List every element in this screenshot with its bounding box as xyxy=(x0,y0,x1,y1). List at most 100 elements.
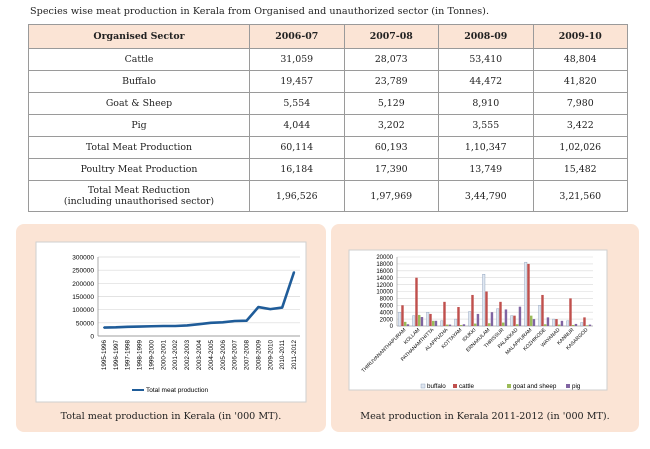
table-cell: 41,820 xyxy=(532,70,628,93)
bar-cattle xyxy=(583,317,586,326)
bar-goat-and-sheep xyxy=(474,323,477,326)
bar-cattle xyxy=(443,301,446,326)
data-point xyxy=(233,320,236,322)
bar-cattle xyxy=(457,307,460,326)
y-tick-label: 18000 xyxy=(376,262,393,268)
bar-goat-and-sheep xyxy=(516,324,519,326)
bar-pig xyxy=(546,317,550,326)
table-cell: 16,184 xyxy=(249,158,345,181)
bar-cattle xyxy=(555,319,558,326)
x-tick-label: 1996-1997 xyxy=(113,340,120,371)
bar-buffalo xyxy=(538,305,542,327)
table-cell: 1,10,347 xyxy=(438,136,534,159)
y-tick-label: 50000 xyxy=(76,320,94,327)
x-tick-label: 1998-1999 xyxy=(137,340,144,371)
bar-pig xyxy=(490,312,494,326)
bar-buffalo xyxy=(454,318,458,327)
bar-goat-and-sheep xyxy=(572,324,575,326)
bar-cattle xyxy=(541,294,544,326)
bar-pig xyxy=(476,313,480,326)
legend-swatch xyxy=(453,384,457,388)
meat-production-table: Organised Sector 2006-07 2007-08 2008-09… xyxy=(28,24,628,212)
table-cell: 44,472 xyxy=(438,70,534,93)
table-cell: 1,02,026 xyxy=(532,136,628,159)
bar-buffalo xyxy=(566,320,570,327)
bar-goat-and-sheep xyxy=(418,314,421,326)
y-tick-label: 100000 xyxy=(72,307,94,314)
district-production-bar-chart: 0200040006000800010000120001400016000180… xyxy=(348,249,608,391)
row-label-line: Total Meat Reduction xyxy=(87,185,191,196)
table-cell: 53,410 xyxy=(438,48,534,71)
y-tick-label: 14000 xyxy=(376,276,393,282)
bar-goat-and-sheep xyxy=(558,324,561,326)
bar-goat-and-sheep xyxy=(488,323,491,326)
table-cell: 5,129 xyxy=(343,92,439,115)
bar-pig xyxy=(462,324,466,326)
bar-cattle xyxy=(499,301,502,326)
table-cell: 4,044 xyxy=(249,114,345,137)
legend-swatch xyxy=(566,384,570,388)
table-cell: 3,202 xyxy=(343,114,439,137)
table-row: Buffalo 19,457 23,789 44,472 41,820 xyxy=(28,70,628,93)
x-tick-label: 2001-2002 xyxy=(172,340,179,371)
row-label: Total Meat Reduction (including unauthori… xyxy=(28,180,250,212)
table-cell: 60,114 xyxy=(249,136,345,159)
data-point xyxy=(198,323,200,326)
bar-buffalo xyxy=(482,274,486,327)
bar-buffalo xyxy=(496,308,500,327)
data-point xyxy=(257,306,260,308)
data-point xyxy=(150,325,153,328)
x-tick-label: 1995-1996 xyxy=(101,340,108,371)
data-point xyxy=(174,325,177,327)
data-point xyxy=(293,271,295,273)
bar-goat-and-sheep xyxy=(432,320,435,326)
table-row: Poultry Meat Production 16,184 17,390 13… xyxy=(28,158,628,181)
y-tick-label: 20000 xyxy=(376,255,393,261)
bar-pig xyxy=(406,324,410,326)
x-tick-label: 2010-2011 xyxy=(279,340,286,370)
x-tick-label: 2002-2003 xyxy=(184,340,191,371)
bar-pig xyxy=(420,317,424,326)
bar-pig xyxy=(560,320,564,326)
bar-cattle xyxy=(471,294,474,326)
legend-label: goat and sheep xyxy=(513,383,557,390)
x-tick-label: 2003-2004 xyxy=(196,340,203,371)
table-row: Total Meat Reduction (including unauthori… xyxy=(28,180,628,212)
bar-goat-and-sheep xyxy=(544,324,547,326)
y-tick-label: 150000 xyxy=(72,294,94,301)
y-tick-label: 10000 xyxy=(376,290,393,296)
table-cell: 1,97,969 xyxy=(343,180,439,212)
table-row: Pig 4,044 3,202 3,555 3,422 xyxy=(28,114,628,137)
bar-chart-panel: 0 2000 4000 6000 8000 10000 12000 14000 16000 180… xyxy=(331,224,639,432)
legend-swatch xyxy=(507,384,511,388)
bar-cattle xyxy=(569,298,572,326)
bar-buffalo xyxy=(580,322,584,327)
data-point xyxy=(245,319,248,322)
bar-pig xyxy=(434,320,438,326)
column-header: Organised Sector xyxy=(28,24,250,49)
column-header: 2006-07 xyxy=(249,24,345,49)
bar-pig xyxy=(532,319,536,326)
table-cell: 17,390 xyxy=(343,158,439,181)
table-cell: 5,554 xyxy=(249,92,345,115)
table-cell: 23,789 xyxy=(343,70,439,93)
bar-chart-caption: Meat production in Kerala 2011-2012 (in … xyxy=(360,411,610,422)
bar-buffalo xyxy=(398,311,402,327)
legend-label: cattle xyxy=(459,383,475,390)
bar-buffalo xyxy=(510,315,514,327)
row-label: Cattle xyxy=(28,48,250,71)
table-cell: 19,457 xyxy=(249,70,345,93)
data-point xyxy=(269,308,272,311)
bar-pig xyxy=(448,324,452,326)
legend-label: pig xyxy=(572,383,581,390)
bar-pig xyxy=(574,323,578,326)
data-point xyxy=(114,326,117,329)
page-heading: Species wise meat production in Kerala f… xyxy=(30,6,490,17)
table-cell: 3,44,790 xyxy=(438,180,534,212)
y-tick-label: 0 xyxy=(90,334,94,341)
bar-cattle xyxy=(401,305,404,326)
bar-cattle xyxy=(527,263,530,326)
data-point xyxy=(103,326,105,329)
y-tick-label: 8000 xyxy=(380,297,394,303)
bar-goat-and-sheep xyxy=(460,324,463,326)
